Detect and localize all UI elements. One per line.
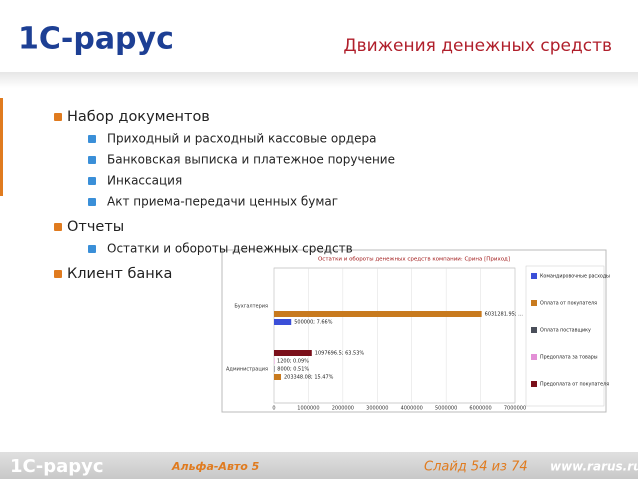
plot-area [273, 267, 516, 404]
value-label: 500000; 7.66% [294, 320, 332, 326]
slide-title: Движения денежных средств [343, 36, 612, 56]
footer-band [0, 452, 638, 479]
y-tick-label: Бухгалтерия [234, 304, 268, 310]
bullet-icon [88, 135, 96, 143]
bullet-icon [88, 198, 96, 206]
x-tick-label: 7000000 [504, 406, 526, 412]
bullet-icon [88, 245, 96, 253]
chart-title: Остатки и обороты денежных средств компа… [318, 257, 510, 263]
value-label: 203348.08; 15.47% [284, 375, 334, 381]
footer-project: Альфа-Авто 5 [171, 460, 260, 473]
x-tick-label: 5000000 [435, 406, 457, 412]
bar [274, 319, 292, 325]
legend-swatch [531, 381, 537, 387]
bar [274, 358, 275, 364]
legend-box [525, 265, 605, 407]
legend-swatch [531, 273, 537, 279]
value-label: 8000; 0.51% [277, 367, 309, 373]
logo: 1С-рарус [18, 22, 174, 57]
footer-url: www.rarus.ru [550, 460, 638, 474]
bar [274, 366, 275, 372]
x-tick-label: 0 [272, 406, 275, 412]
sub-bullet-text: Банковская выписка и платежное поручение [107, 153, 395, 167]
legend-label: Командировочные расходы [540, 274, 610, 280]
legend-label: Предоплата за товары [540, 355, 598, 361]
value-label: 6031281.95; ... [485, 312, 524, 318]
side-accent [0, 98, 3, 196]
x-tick-label: 1000000 [297, 406, 319, 412]
bullet-text: Набор документов [67, 109, 210, 125]
value-label: 1200; 0.09% [277, 359, 309, 365]
value-label: 1097696.5; 63.53% [315, 351, 365, 357]
legend-label: Оплата от покупателя [540, 301, 597, 307]
x-tick-label: 6000000 [469, 406, 491, 412]
x-tick-label: 3000000 [366, 406, 388, 412]
sub-bullet-text: Приходный и расходный кассовые ордера [107, 132, 376, 146]
bullet-text: Клиент банка [67, 266, 172, 282]
bullet-icon [88, 156, 96, 164]
legend-swatch [531, 327, 537, 333]
legend-label: Предоплата от покупателя [540, 382, 609, 388]
footer-slide: Слайд 54 из 74 [424, 460, 528, 475]
legend-swatch [531, 354, 537, 360]
bullet-icon [54, 113, 62, 121]
x-tick-label: 2000000 [332, 406, 354, 412]
bar [274, 374, 282, 380]
header-band [0, 72, 638, 88]
legend-swatch [531, 300, 537, 306]
bullet-icon [54, 223, 62, 231]
bar [274, 311, 482, 317]
bullet-icon [88, 177, 96, 185]
bar [274, 350, 312, 356]
y-tick-label: Администрация [226, 367, 268, 373]
footer-logo: 1С-рарус [10, 456, 104, 477]
sub-bullet-text: Акт приема-передачи ценных бумаг [107, 195, 338, 209]
x-tick-label: 4000000 [401, 406, 423, 412]
sub-bullet-text: Остатки и обороты денежных средств [107, 242, 353, 256]
legend-label: Оплата поставщику [540, 328, 591, 334]
bullet-icon [54, 270, 62, 278]
sub-bullet-text: Инкассация [107, 174, 182, 188]
bullet-text: Отчеты [67, 219, 124, 235]
